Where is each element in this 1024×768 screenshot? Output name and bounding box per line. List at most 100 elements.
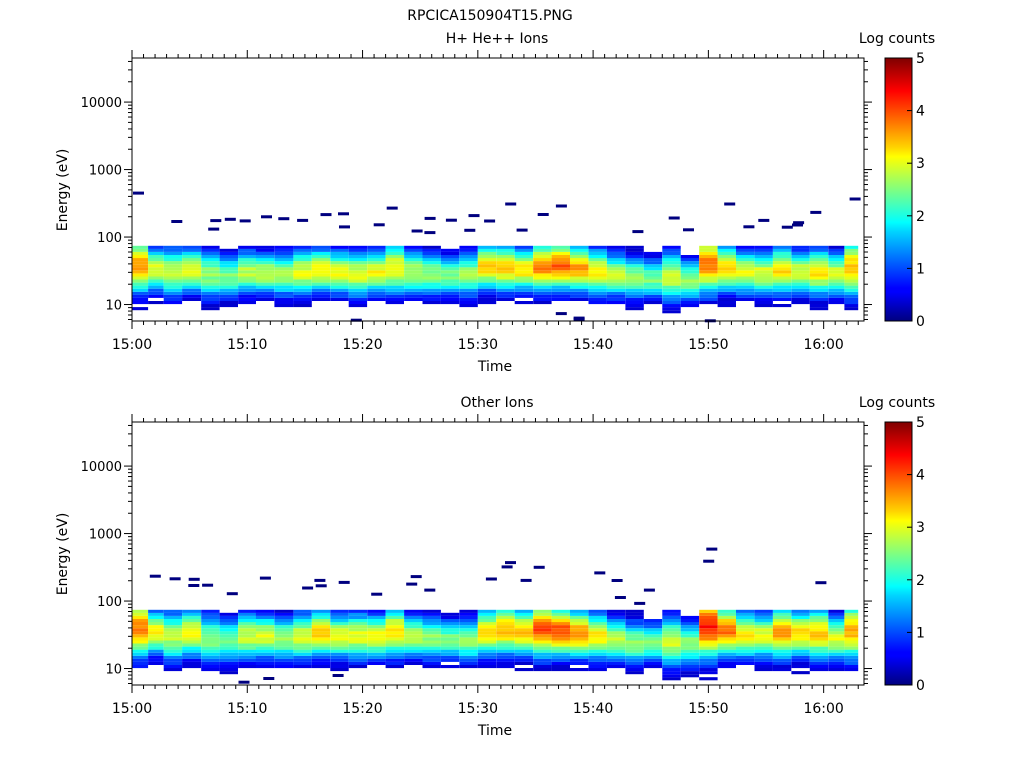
spectrogram-cell	[148, 261, 164, 265]
spectrogram-cell	[514, 279, 534, 283]
spectrogram-cell	[219, 255, 238, 259]
spectrogram-cell	[736, 258, 755, 262]
spectrogram-cell	[404, 261, 423, 265]
spectrogram-cell	[255, 270, 275, 274]
spectrogram-cell	[772, 273, 792, 277]
spectrogram-cell	[606, 288, 626, 292]
spectrogram-cell	[514, 655, 534, 659]
spectrogram-cell	[440, 628, 460, 632]
spectrogram-cell	[182, 245, 202, 249]
spectrogram-cell	[367, 646, 386, 650]
spectrogram-cell	[293, 304, 312, 308]
spectrogram-cell	[385, 622, 404, 626]
spectrogram-cell	[163, 264, 183, 268]
spectrogram-cell	[274, 245, 294, 249]
spectrogram-cell	[791, 655, 810, 659]
spectrogram-cell	[182, 258, 202, 262]
spectrogram-cell	[477, 609, 497, 613]
spectrogram-cell	[736, 622, 755, 626]
spectrogram-cell	[680, 634, 700, 638]
spectrogram-cell	[754, 634, 773, 638]
spectrogram-cell	[772, 304, 792, 308]
spectrogram-cell	[496, 643, 515, 647]
spectrogram-cell	[201, 258, 220, 262]
spectrogram-cell	[699, 637, 718, 641]
spectrogram-cell	[410, 575, 422, 579]
spectrogram-cell	[348, 273, 368, 277]
spectrogram-cell	[662, 301, 681, 305]
spectrogram-cell	[293, 288, 312, 292]
spectrogram-cell	[311, 255, 331, 259]
spectrogram-cell	[844, 264, 859, 268]
spectrogram-cell	[348, 625, 368, 629]
spectrogram-cell	[293, 643, 312, 647]
spectrogram-cell	[440, 276, 460, 280]
spectrogram-cell	[699, 646, 718, 650]
spectrogram-cell	[459, 661, 478, 665]
spectrogram-cell	[182, 251, 202, 255]
spectrogram-cell	[606, 297, 626, 301]
spectrogram-cell	[163, 649, 183, 653]
spectrogram-cell	[255, 285, 275, 289]
spectrogram-cell	[182, 640, 202, 644]
spectrogram-cell	[588, 615, 607, 619]
spectrogram-cell	[496, 625, 515, 629]
spectrogram-cell	[717, 276, 736, 280]
spectrogram-cell	[791, 628, 810, 632]
spectrogram-cell	[533, 619, 552, 623]
spectrogram-cell	[293, 622, 312, 626]
spectrogram-cell	[809, 291, 829, 295]
spectrogram-cell	[828, 634, 845, 638]
spectrogram-cell	[791, 258, 810, 262]
spectrogram-cell	[293, 251, 312, 255]
spectrogram-cell	[477, 655, 497, 659]
spectrogram-cell	[699, 631, 718, 635]
spectrogram-cell	[588, 264, 607, 268]
spectrogram-cell	[219, 658, 238, 662]
spectrogram-cell	[311, 273, 331, 277]
spectrogram-cell	[182, 291, 202, 295]
spectrogram-cell	[132, 637, 149, 641]
spectrogram-cell	[330, 619, 349, 623]
x-tick-label: 15:30	[458, 337, 498, 353]
spectrogram-cell	[404, 619, 423, 623]
spectrogram-cell	[385, 282, 404, 286]
spectrogram-cell	[625, 285, 644, 289]
spectrogram-cell	[367, 245, 386, 249]
spectrogram-cell	[699, 291, 718, 295]
spectrogram-cell	[422, 291, 441, 295]
spectrogram-cell	[754, 288, 773, 292]
spectrogram-cell	[643, 588, 655, 592]
spectrogram-cell	[330, 643, 349, 647]
spectrogram-cell	[330, 264, 349, 268]
spectrogram-cell	[330, 661, 349, 665]
spectrogram-cell	[606, 634, 626, 638]
spectrogram-cell	[219, 276, 238, 280]
spectrogram-cell	[809, 245, 829, 249]
spectrogram-cell	[570, 282, 589, 286]
spectrogram-cell	[606, 625, 626, 629]
spectrogram-cell	[330, 649, 349, 653]
spectrogram-cell	[404, 628, 423, 632]
spectrogram-cell	[588, 288, 607, 292]
spectrogram-cell	[717, 615, 736, 619]
spectrogram-cell	[132, 264, 149, 268]
spectrogram-cell	[440, 279, 460, 283]
spectrogram-cell	[330, 285, 349, 289]
spectrogram-cell	[496, 658, 515, 662]
spectrogram-cell	[422, 637, 441, 641]
spectrogram-cell	[791, 643, 810, 647]
spectrogram-cell	[274, 612, 294, 616]
spectrogram-cell	[440, 258, 460, 262]
spectrogram-cell	[385, 270, 404, 274]
spectrogram-cell	[533, 264, 552, 268]
spectrogram-cell	[385, 251, 404, 255]
spectrogram-cell	[717, 658, 736, 662]
spectrogram-cell	[844, 625, 859, 629]
spectrogram-cell	[699, 279, 718, 283]
spectrogram-cell	[238, 625, 256, 629]
spectrogram-cell	[148, 640, 164, 644]
spectrogram-cell	[404, 285, 423, 289]
spectrogram-cell	[132, 628, 149, 632]
spectrogram-cell	[754, 640, 773, 644]
